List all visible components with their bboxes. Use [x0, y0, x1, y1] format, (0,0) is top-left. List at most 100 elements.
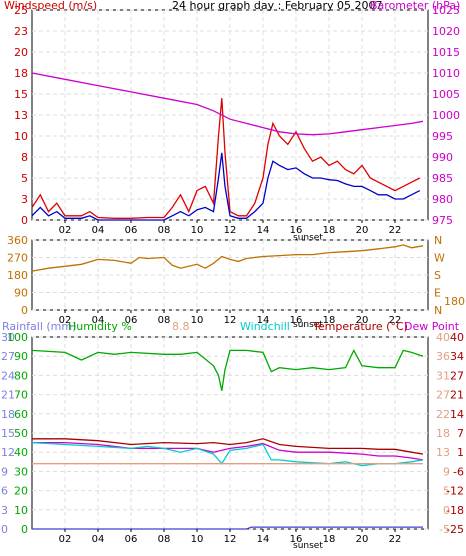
barometer-tick: 1020	[432, 25, 460, 38]
dewpoint-tick: 0	[443, 504, 450, 517]
value-label: 8.8	[172, 320, 190, 333]
panel3-series-1	[32, 438, 424, 455]
barometer-tick: 1005	[432, 88, 460, 101]
barometer-tick: 1015	[432, 46, 460, 59]
barometer-tick: 995	[432, 130, 453, 143]
x-tick-label: 22	[389, 225, 402, 236]
x-tick-label: 14	[257, 225, 270, 236]
x-tick-label: 02	[59, 225, 72, 236]
series-line-2	[31, 72, 424, 136]
barometer-tick: 1025	[432, 4, 460, 17]
x-tick-label: 18	[323, 534, 336, 545]
temperature-tick: -25	[446, 523, 464, 536]
direction-compass-tick: N	[434, 234, 442, 247]
humidity-tick: 10	[14, 504, 28, 517]
temperature-tick: -6	[453, 465, 464, 478]
rainfall-tick: 30	[1, 331, 15, 344]
rainfall-tick: 18	[1, 408, 15, 421]
rainfall-tick: 9	[1, 465, 8, 478]
x-tick-label: 02	[59, 534, 72, 545]
x-tick-label: 12	[224, 225, 237, 236]
barometer-tick: 985	[432, 172, 453, 185]
dewpoint-label: Dew Point	[404, 320, 460, 333]
panel2-series	[31, 244, 424, 272]
x-tick-label: 14	[257, 315, 270, 326]
windspeed-tick: 3	[21, 193, 28, 206]
x-tick-label: 04	[92, 315, 105, 326]
rainfall-tick: 3	[1, 504, 8, 517]
direction-degree-tick: 360	[7, 234, 28, 247]
humidity-tick: 50	[14, 427, 28, 440]
temperature-tick: 27	[450, 369, 464, 382]
x-tick-label: 06	[125, 315, 138, 326]
humidity-tick: 80	[14, 369, 28, 382]
direction-compass-tick: S	[434, 269, 441, 282]
x-tick-label: 20	[356, 315, 369, 326]
panel1-series	[31, 72, 424, 221]
temperature-tick: 7	[457, 427, 464, 440]
temperature-humidity-panel: Rainfall (mm) Humidity % 8.8 Windchill T…	[1, 320, 464, 551]
panel1-grid	[32, 9, 428, 221]
panel3-series-0	[31, 348, 424, 391]
direction-degree-tick: 180	[7, 269, 28, 282]
rainfall-tick: 12	[1, 446, 15, 459]
wind-barometer-panel: Windspeed (m/s) 24 hour graph day : Febr…	[4, 0, 460, 243]
dewpoint-tick: 9	[443, 465, 450, 478]
direction-extra-label: 180	[444, 295, 465, 308]
x-tick-label: 20	[356, 534, 369, 545]
dewpoint-tick: 5	[443, 485, 450, 498]
dewpoint-tick: 40	[436, 331, 450, 344]
humidity-tick: 60	[14, 408, 28, 421]
direction-compass-tick: N	[434, 304, 442, 317]
direction-degree-axis: 360 270 180 90 0	[7, 234, 28, 317]
x-tick-label: 12	[224, 534, 237, 545]
temperature-tick: -12	[446, 485, 464, 498]
panel2-sunset-label: sunset	[293, 320, 323, 330]
x-tick-label: 18	[323, 315, 336, 326]
humidity-tick: 90	[14, 350, 28, 363]
panel3-series	[31, 348, 424, 530]
barometer-tick: 990	[432, 151, 453, 164]
direction-series-0	[31, 244, 424, 272]
direction-degree-tick: 270	[7, 252, 28, 265]
x-tick-label: 16	[290, 534, 303, 545]
x-tick-label: 06	[125, 534, 138, 545]
temperature-tick: 34	[450, 350, 464, 363]
humidity-tick: 40	[14, 446, 28, 459]
windspeed-tick: 10	[14, 130, 28, 143]
temperature-tick: -18	[446, 504, 464, 517]
windspeed-label: Windspeed (m/s)	[4, 0, 97, 12]
x-tick-label: 16	[290, 315, 303, 326]
temperature-tick: 1	[457, 446, 464, 459]
temperature-tick: 14	[450, 408, 464, 421]
temperature-label: Temperature (°C)	[312, 320, 408, 333]
rainfall-tick: 21	[1, 389, 15, 402]
barometer-axis: 975 980 985 990 995 1000 1005 1010 1015 1020 1025	[432, 4, 460, 227]
chart-title: 24 hour graph day : February 05 2007	[172, 0, 383, 12]
series-line-0	[31, 98, 421, 219]
rainfall-tick: 0	[1, 523, 8, 536]
barometer-tick: 980	[432, 193, 453, 206]
temperature-tick: 40	[450, 331, 464, 344]
panel3-series-3	[31, 441, 424, 467]
windspeed-tick: 20	[14, 46, 28, 59]
panel3-sunset-label: sunset	[293, 541, 323, 551]
x-tick-label: 08	[158, 534, 171, 545]
windspeed-axis: 0 3 5 8 10 13 15 18 20 23 25	[14, 4, 28, 227]
windspeed-tick: 15	[14, 88, 28, 101]
windspeed-tick: 23	[14, 25, 28, 38]
x-tick-label: 10	[191, 534, 204, 545]
x-tick-label: 06	[125, 225, 138, 236]
rainfall-label: Rainfall (mm)	[2, 320, 76, 333]
windspeed-tick: 8	[21, 151, 28, 164]
x-tick-label: 18	[323, 225, 336, 236]
direction-compass-tick: W	[434, 252, 445, 265]
dewpoint-tick: 18	[436, 427, 450, 440]
x-tick-label: 10	[191, 225, 204, 236]
dewpoint-tick: 27	[436, 389, 450, 402]
dewpoint-tick: 36	[436, 350, 450, 363]
